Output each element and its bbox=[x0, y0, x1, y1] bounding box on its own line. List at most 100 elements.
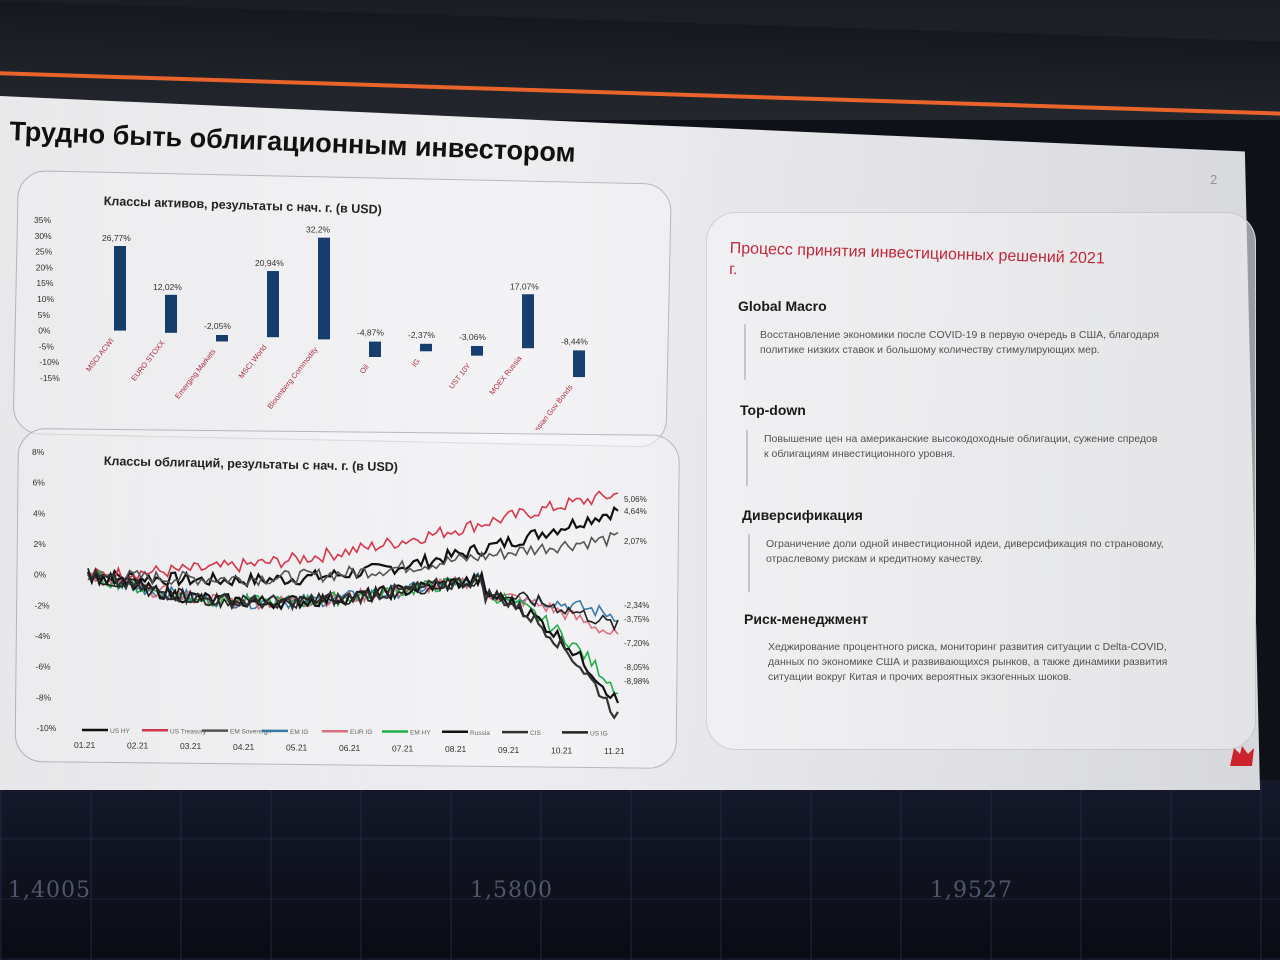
section-bar bbox=[744, 324, 746, 380]
asset-bar-chart: 35% 30% 25% 20% 15% 10% 5% 0% -5% -10% -15% 26,77% M… bbox=[34, 215, 588, 430]
category-label: IG bbox=[410, 357, 422, 369]
page-number: 2 bbox=[1210, 172, 1218, 187]
end-value-label: -8,98% bbox=[624, 677, 649, 686]
legend-entry: Russia bbox=[470, 730, 490, 737]
x-tick-label: 11.21 bbox=[604, 746, 625, 756]
ticker-number: 1,9527 bbox=[930, 878, 1013, 903]
section-text-topdown: Повышение цен на американские высокодохо… bbox=[764, 433, 1158, 460]
y-tick-label: -2% bbox=[35, 600, 51, 610]
section-bar bbox=[746, 430, 748, 486]
x-tick-label: 01.21 bbox=[74, 740, 96, 750]
y-tick-label: 6% bbox=[33, 478, 46, 488]
x-tick-label: 03.21 bbox=[180, 741, 202, 751]
category-label: MSCI ACWI bbox=[84, 336, 116, 373]
x-tick-label: 02.21 bbox=[127, 741, 149, 751]
data-label: -2,37% bbox=[408, 330, 435, 340]
led-wall-background bbox=[0, 780, 1280, 960]
y-tick-label: -15% bbox=[40, 373, 60, 383]
y-tick-label: 4% bbox=[33, 508, 46, 518]
category-label: Emerging Markets bbox=[173, 347, 218, 401]
section-text-diversification: Ограничение доли одной инвестиционной ид… bbox=[766, 538, 1164, 565]
section-heading-macro: Global Macro bbox=[738, 298, 827, 314]
bar bbox=[216, 335, 228, 342]
y-tick-label: -10% bbox=[39, 357, 59, 367]
data-label: 26,77% bbox=[102, 233, 131, 243]
section-text-macro: Восстановление экономики после COVID-19 … bbox=[760, 329, 1160, 356]
y-tick-label: 15% bbox=[36, 278, 53, 288]
bar bbox=[318, 237, 330, 340]
end-value-label: -2,34% bbox=[624, 601, 649, 610]
data-label: -4,87% bbox=[357, 328, 384, 338]
bar bbox=[267, 271, 279, 338]
data-label: -3,06% bbox=[459, 332, 486, 342]
bar bbox=[114, 246, 126, 331]
ticker-number: 1,5800 bbox=[470, 878, 553, 903]
legend-entry: EM IG bbox=[290, 729, 308, 736]
legend-entry: EM Sovereign bbox=[230, 729, 271, 736]
legend-entry: EM HY bbox=[410, 730, 431, 737]
data-label: -2,05% bbox=[204, 321, 231, 331]
data-label: 20,94% bbox=[255, 258, 284, 268]
section-heading-risk: Риск-менеджмент bbox=[744, 611, 869, 627]
y-tick-label: -6% bbox=[36, 662, 52, 672]
end-value-label: -8,05% bbox=[624, 663, 649, 672]
section-bar bbox=[748, 534, 750, 592]
y-tick-label: 30% bbox=[35, 231, 52, 241]
bar bbox=[471, 346, 483, 356]
x-tick-label: 09.21 bbox=[498, 745, 520, 755]
y-tick-label: -4% bbox=[35, 631, 51, 641]
data-label: 17,07% bbox=[510, 281, 539, 291]
series-line bbox=[87, 505, 619, 588]
end-value-label: 5,06% bbox=[624, 495, 647, 504]
category-label: MSCI World bbox=[237, 343, 269, 380]
x-tick-label: 10.21 bbox=[551, 745, 573, 755]
y-tick-label: 35% bbox=[34, 215, 51, 225]
y-tick-label: 10% bbox=[37, 294, 54, 304]
bar bbox=[165, 294, 177, 333]
x-tick-label: 07.21 bbox=[392, 744, 414, 754]
category-label: MOEX Russia bbox=[487, 353, 524, 396]
bar bbox=[573, 350, 585, 378]
legend-entry: US IG bbox=[590, 730, 608, 737]
legend-entry: US HY bbox=[110, 728, 131, 735]
legend-entry: US Treasury bbox=[170, 728, 207, 735]
end-value-label: 2,07% bbox=[624, 537, 647, 546]
section-text-risk: Хеджирование процентного риска, монитори… bbox=[768, 641, 1168, 683]
category-label: Bloomberg Commodity bbox=[266, 345, 320, 411]
y-tick-label: 25% bbox=[35, 247, 52, 257]
series-line bbox=[87, 490, 619, 581]
bar bbox=[369, 341, 381, 357]
legend-entry: CIS bbox=[530, 730, 542, 737]
category-label: UST 10Y bbox=[447, 361, 473, 390]
ticker-number: 1,4005 bbox=[8, 878, 91, 903]
section-heading-topdown: Top-down bbox=[740, 402, 806, 418]
x-tick-label: 05.21 bbox=[286, 742, 308, 752]
y-tick-label: 8% bbox=[32, 447, 45, 457]
series-line bbox=[87, 567, 619, 632]
legend-entry: EUR IG bbox=[350, 729, 372, 736]
y-tick-label: 2% bbox=[34, 539, 47, 549]
y-tick-label: -5% bbox=[39, 341, 55, 351]
y-tick-label: 20% bbox=[36, 262, 53, 272]
series-line bbox=[87, 568, 619, 720]
end-value-label: -3,75% bbox=[624, 615, 649, 624]
bar bbox=[420, 343, 432, 352]
end-value-label: 4,64% bbox=[624, 507, 647, 516]
data-label: 32,2% bbox=[306, 225, 331, 235]
series-line bbox=[87, 531, 619, 587]
x-tick-label: 06.21 bbox=[339, 743, 361, 753]
data-label: 12,02% bbox=[153, 282, 182, 292]
bond-line-chart: 8% 6% 4% 2% 0% -2% -4% -6% -8% -10% 01.21 02.21 03.2… bbox=[32, 447, 649, 756]
category-label: Russian Gov Bonds bbox=[527, 383, 575, 430]
data-label: -8,44% bbox=[561, 336, 588, 346]
category-label: Oil bbox=[358, 362, 371, 375]
x-tick-label: 04.21 bbox=[233, 742, 255, 752]
bar bbox=[522, 294, 534, 349]
section-heading-diversification: Диверсификация bbox=[742, 507, 863, 523]
y-tick-label: 0% bbox=[34, 570, 47, 580]
y-tick-label: 5% bbox=[38, 310, 51, 320]
y-tick-label: -8% bbox=[36, 692, 52, 702]
category-label: EURO STOXX bbox=[129, 338, 166, 382]
y-tick-label: -10% bbox=[37, 723, 57, 733]
process-card bbox=[706, 212, 1256, 750]
